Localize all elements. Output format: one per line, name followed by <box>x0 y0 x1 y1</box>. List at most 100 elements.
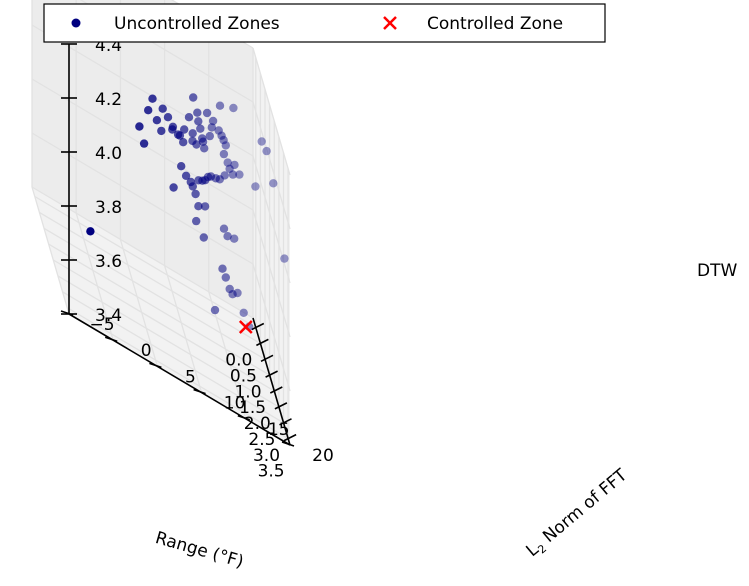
uncontrolled-zone-point <box>223 232 232 241</box>
x-tick <box>265 370 278 378</box>
uncontrolled-zone-point <box>235 170 244 179</box>
x-tick <box>283 433 297 442</box>
grid-y-floor <box>163 265 203 393</box>
y-tick <box>193 388 206 395</box>
y-tick <box>237 415 251 421</box>
uncontrolled-zone-point <box>180 125 189 134</box>
uncontrolled-zone-point <box>157 126 166 136</box>
grid-x-floor <box>48 243 270 376</box>
uncontrolled-zone-point <box>199 233 208 242</box>
z-tick-label: 3.6 <box>95 252 122 272</box>
grid-x-floor <box>57 275 280 408</box>
legend-label-controlled: Controlled Zone <box>427 14 563 34</box>
uncontrolled-zone-point <box>228 170 238 179</box>
x-tick <box>269 386 283 394</box>
legend-marker-controlled <box>383 16 397 30</box>
uncontrolled-zone-point <box>158 104 167 113</box>
uncontrolled-zone-point <box>220 171 229 180</box>
uncontrolled-zone-point <box>181 171 191 180</box>
x-tick-label: 1.5 <box>239 398 266 418</box>
uncontrolled-zone-point <box>210 305 220 315</box>
axis-panes <box>32 0 290 445</box>
grid-x-floor <box>34 195 257 329</box>
uncontrolled-zone-point <box>207 123 216 132</box>
uncontrolled-zone-point <box>135 122 144 131</box>
grid-x-floor <box>39 211 261 344</box>
uncontrolled-zone-point <box>192 140 201 149</box>
x-tick <box>256 338 269 347</box>
uncontrolled-zone-point <box>221 273 230 282</box>
uncontrolled-zone-point <box>219 135 228 145</box>
z-tick-label: 4.2 <box>95 90 122 110</box>
data-points <box>86 93 289 334</box>
z-tick-label: 3.8 <box>95 198 122 218</box>
y-tick-label: 15 <box>268 420 290 440</box>
grid-y-floor <box>119 239 159 367</box>
uncontrolled-zone-point <box>233 288 242 298</box>
x-tick-label: 3.5 <box>258 462 285 482</box>
uncontrolled-zone-point <box>148 94 157 103</box>
uncontrolled-zone-point <box>200 144 209 153</box>
uncontrolled-zone-point <box>239 308 248 317</box>
y-tick-label: −5 <box>89 315 114 335</box>
x-tick-label: 3.0 <box>253 446 280 466</box>
x-tick-label: 2.5 <box>248 430 275 450</box>
uncontrolled-zone-point <box>202 108 212 118</box>
x-tick-label: 0.0 <box>225 351 252 371</box>
uncontrolled-zone-point <box>188 182 197 191</box>
uncontrolled-zone-point <box>188 129 197 138</box>
uncontrolled-zone-point <box>208 116 218 126</box>
grid-z-back <box>252 101 291 230</box>
uncontrolled-zone-point <box>175 131 185 140</box>
x-tick <box>260 354 274 363</box>
uncontrolled-zone-point <box>169 183 178 192</box>
floor-pane <box>32 187 290 445</box>
grid-x-floor <box>52 259 275 392</box>
uncontrolled-zone-point <box>163 113 173 122</box>
y-tick-label: 5 <box>185 367 196 387</box>
uncontrolled-zone-point <box>230 160 239 170</box>
legend: Uncontrolled Zones Controlled Zone <box>43 3 606 43</box>
x-tick-label: 0.5 <box>230 366 257 386</box>
uncontrolled-zone-point <box>219 149 229 159</box>
x-axis-label: Range (°F) <box>153 528 246 572</box>
uncontrolled-zone-point <box>219 224 229 233</box>
uncontrolled-zone-point <box>205 131 214 141</box>
uncontrolled-zone-point <box>193 108 202 117</box>
y-axis-line <box>68 313 291 446</box>
y-tick-label: 10 <box>224 394 246 414</box>
uncontrolled-zone-point <box>194 202 203 211</box>
legend-marker-uncontrolled <box>71 18 81 28</box>
x-tick <box>251 322 265 331</box>
uncontrolled-zone-point <box>215 101 225 110</box>
uncontrolled-zone-point <box>196 124 205 133</box>
uncontrolled-zone-point <box>198 137 208 146</box>
uncontrolled-zone-point <box>221 141 230 150</box>
x-tick <box>274 402 288 410</box>
uncontrolled-zone-point <box>152 116 162 125</box>
legend-label-uncontrolled: Uncontrolled Zones <box>114 14 280 34</box>
uncontrolled-zone-point <box>225 284 234 294</box>
uncontrolled-zone-point <box>179 138 188 147</box>
uncontrolled-zone-point <box>214 126 223 135</box>
uncontrolled-zone-point <box>251 182 260 191</box>
legend-frame <box>43 3 606 43</box>
uncontrolled-zone-point <box>139 139 149 148</box>
uncontrolled-zone-point <box>225 164 234 173</box>
z-tick-label: 3.4 <box>95 306 122 326</box>
y-tick-label: 0 <box>141 341 152 361</box>
uncontrolled-zone-point <box>280 254 289 263</box>
x-tick <box>279 418 292 426</box>
grid-x-floor <box>62 291 284 424</box>
controlled-zone-marker-stroke <box>238 320 253 334</box>
uncontrolled-zone-point <box>192 216 201 226</box>
uncontrolled-zone-point <box>215 175 224 184</box>
grid-y-floor <box>75 213 114 341</box>
uncontrolled-zone-point <box>257 137 266 146</box>
grid-z-back <box>252 155 291 284</box>
uncontrolled-zone-point <box>86 227 95 236</box>
uncontrolled-zone-point <box>189 93 198 102</box>
y-tick <box>281 441 295 447</box>
grid-z-back <box>252 47 291 176</box>
uncontrolled-zone-point <box>228 290 237 299</box>
